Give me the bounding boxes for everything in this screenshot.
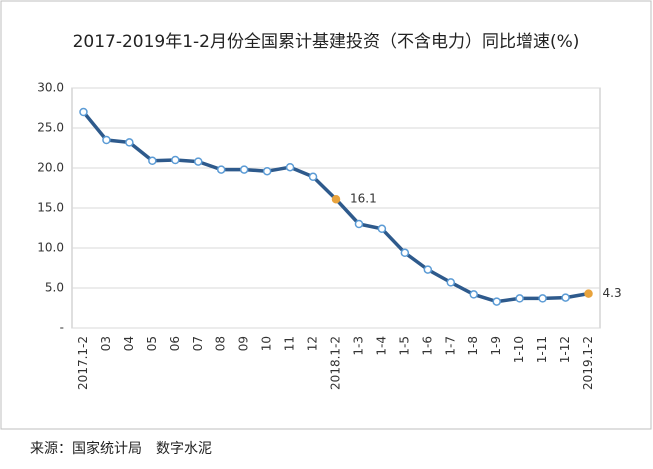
marker: [102, 135, 111, 145]
marker: [423, 265, 433, 274]
data-label: 16.1: [350, 192, 377, 206]
y-tick-label: 25.0: [37, 121, 64, 135]
y-tick-label: 10.0: [37, 241, 64, 255]
x-tick-label: 1-3: [351, 336, 365, 356]
x-tick-label: 2017.1-2: [76, 336, 90, 390]
x-tick-label: 1-9: [489, 336, 503, 356]
marker: [171, 155, 180, 165]
marker: [584, 289, 593, 298]
x-tick-label: 1-8: [466, 336, 480, 356]
marker: [239, 165, 249, 174]
x-tick-label: 1-4: [374, 336, 388, 356]
marker: [79, 107, 88, 117]
y-tick-label: 15.0: [37, 201, 64, 215]
marker: [216, 165, 226, 174]
marker: [194, 157, 203, 166]
line: [82, 110, 589, 304]
chart-title: 2017-2019年1-2月份全国累计基建投资（不含电力）同比增速(%): [73, 32, 580, 52]
x-tick-label: 1-5: [397, 336, 411, 356]
x-tick-label: 06: [168, 336, 182, 351]
x-tick-label: 03: [99, 336, 113, 351]
marker: [515, 294, 524, 303]
source: 来源：国家统计局 数字水泥: [30, 440, 212, 457]
marker: [148, 156, 157, 166]
x-tick-label: 08: [214, 336, 228, 351]
x-tick-label: 2019.1-2: [581, 336, 595, 390]
x-tick-label: 11: [283, 336, 297, 351]
chart-frame: [0, 0, 652, 430]
x-tick-label: 09: [237, 336, 251, 351]
marker: [285, 162, 295, 172]
x-tick-label: 05: [145, 336, 159, 351]
marker: [354, 219, 364, 229]
y-tick-label: 30.0: [37, 81, 64, 95]
x-tick-label: 1-6: [420, 336, 434, 356]
marker: [561, 293, 570, 302]
x-tick-label: 10: [260, 336, 274, 351]
marker: [538, 294, 547, 303]
marker: [469, 290, 478, 299]
marker: [125, 138, 134, 147]
x-tick-label: 04: [122, 336, 136, 351]
x-tick-label: 1-10: [512, 336, 526, 363]
x-tick-label: 12: [306, 336, 320, 351]
x-tick-label: 1-12: [558, 336, 572, 363]
marker: [400, 248, 410, 258]
marker: [377, 224, 387, 234]
y-tick-label: 20.0: [37, 161, 64, 175]
marker: [492, 297, 501, 306]
marker: [446, 278, 456, 287]
x-tick-label: 1-11: [535, 336, 549, 363]
y-tick-label: -: [60, 321, 64, 335]
marker: [308, 172, 318, 182]
x-tick-label: 07: [191, 336, 205, 351]
marker: [262, 166, 272, 176]
y-tick-label: 5.0: [45, 281, 64, 295]
marker: [331, 194, 341, 204]
data-label: 4.3: [603, 286, 622, 300]
x-tick-label: 2018.1-2: [329, 336, 343, 390]
x-tick-label: 1-7: [443, 336, 457, 356]
